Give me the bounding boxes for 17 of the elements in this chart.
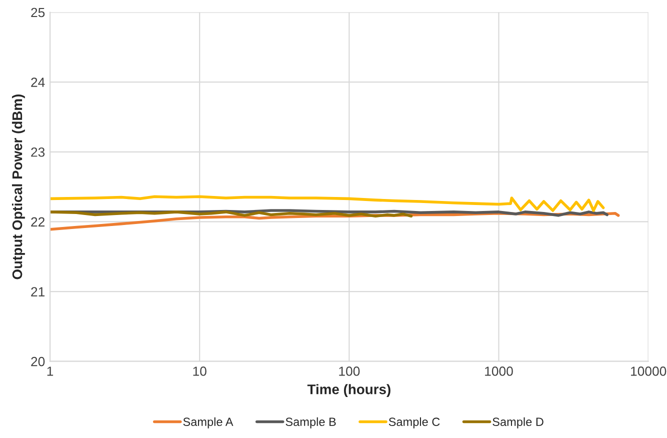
- legend-label: Sample C: [388, 417, 440, 428]
- x-tick-label: 1: [47, 366, 54, 376]
- y-tick-label: 21: [31, 287, 45, 296]
- legend-label: Sample A: [183, 417, 234, 428]
- y-axis-title: Output Optical Power (dBm): [12, 94, 25, 280]
- legend-label: Sample B: [286, 417, 336, 428]
- y-tick-label: 23: [31, 147, 45, 157]
- x-tick-label: 100: [339, 366, 360, 376]
- y-tick-label: 24: [31, 78, 45, 87]
- x-axis-title: Time (hours): [307, 384, 390, 398]
- x-tick-label: 10000: [630, 366, 666, 376]
- y-tick-label: 22: [31, 217, 45, 226]
- x-tick-label: 1000: [485, 366, 513, 376]
- y-tick-label: 25: [31, 8, 45, 18]
- legend-label: Sample D: [492, 417, 544, 428]
- y-tick-label: 20: [31, 356, 45, 366]
- x-tick-label: 10: [193, 366, 206, 376]
